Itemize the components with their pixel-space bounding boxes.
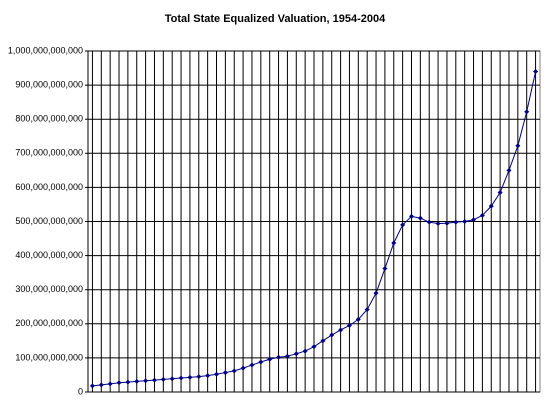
marker [497,190,503,196]
marker [364,306,370,312]
y-tick-label: 800,000,000,000 [15,114,83,124]
marker [524,109,530,115]
marker [284,353,290,359]
marker [231,368,237,374]
marker [435,221,441,227]
marker [249,362,255,368]
y-tick-label: 0 [78,386,83,396]
marker [329,332,335,338]
marker [382,266,388,272]
marker [338,327,344,333]
marker [426,219,432,225]
marker [293,351,299,357]
marker [391,240,397,246]
marker [205,373,211,379]
marker [196,374,202,380]
marker [116,380,122,386]
marker [151,377,157,383]
y-tick-label: 500,000,000,000 [15,216,83,226]
y-tick-label: 700,000,000,000 [15,148,83,158]
marker [320,338,326,344]
y-tick-label: 900,000,000,000 [15,79,83,89]
marker [160,376,166,382]
marker [311,344,317,350]
marker [187,374,193,380]
marker [222,370,228,376]
marker [417,215,423,221]
marker [400,222,406,228]
marker [346,323,352,329]
marker [169,376,175,382]
y-tick-label: 600,000,000,000 [15,182,83,192]
marker [178,375,184,381]
marker [98,382,104,388]
marker [143,378,149,384]
marker [89,383,95,389]
marker [214,371,220,377]
y-tick-label: 100,000,000,000 [15,352,83,362]
marker [453,219,459,225]
marker [258,359,264,365]
marker [134,378,140,384]
marker [479,212,485,218]
y-tick-label: 300,000,000,000 [15,284,83,294]
marker [471,217,477,223]
marker [240,365,246,371]
marker [488,203,494,209]
marker [355,316,361,322]
marker [302,348,308,354]
marker [107,381,113,387]
marker [267,356,273,362]
marker [408,213,414,219]
marker [533,68,539,74]
y-tick-label: 400,000,000,000 [15,250,83,260]
chart-title: Total State Equalized Valuation, 1954-20… [165,13,386,25]
marker [276,354,282,360]
y-tick-label: 1,000,000,000,000 [8,45,83,55]
marker [462,219,468,224]
marker [515,143,521,149]
marker [125,379,131,385]
y-tick-label: 200,000,000,000 [15,318,83,328]
marker [444,220,450,226]
marker [506,167,512,173]
marker [373,290,379,296]
